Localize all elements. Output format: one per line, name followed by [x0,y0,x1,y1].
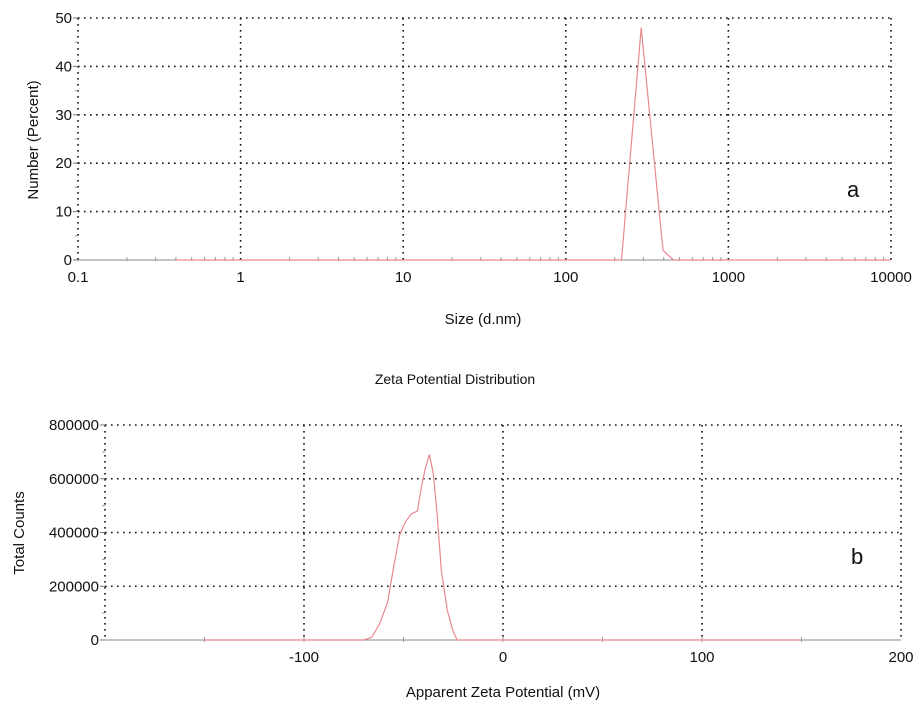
panel-a-xtick-label: 10000 [870,269,912,286]
panel-b-ytick-label: 0 [91,632,99,649]
panel-b-ytick-label: 600000 [49,471,99,488]
panel-b-tick-labels: 0 200000 400000 600000 800000 -100 0 100 200 [49,417,914,666]
panel-b-axis-ticks [100,424,802,642]
panel-b-series-line [204,454,802,641]
panel-a-grid [77,17,892,261]
panel-a-ytick-label: 20 [55,155,72,172]
panel-b-ytick-label: 800000 [49,417,99,434]
panel-b-xtick-label: -100 [289,649,319,666]
panel-a-ytick-label: 50 [55,10,72,27]
panel-b-letter: b [851,544,863,569]
panel-a-size-distribution: 0 10 20 30 40 50 0.1 1 10 100 1000 10000 Size (d.nm… [25,10,912,328]
panel-a-letter: a [847,177,860,202]
panel-a-xtick-label: 100 [553,269,578,286]
panel-a-series-line [175,27,891,261]
panel-a-tick-labels: 0 10 20 30 40 50 0.1 1 10 100 1000 10000 [55,10,912,286]
panel-a-x-axis-label: Size (d.nm) [445,311,522,328]
panel-b-ytick-label: 200000 [49,578,99,595]
panel-a-ytick-label: 10 [55,204,72,221]
panel-a-ytick-label: 40 [55,58,72,75]
panel-a-xtick-label: 1000 [712,269,745,286]
panel-b-ytick-label: 400000 [49,525,99,542]
panel-b-xtick-label: 200 [888,649,913,666]
panel-b-xtick-label: 100 [689,649,714,666]
panel-a-axis-ticks [73,17,885,261]
panel-a-y-axis-label: Number (Percent) [25,80,42,199]
panel-b-title: Zeta Potential Distribution [375,371,535,387]
panel-a-ytick-label: 0 [64,252,72,269]
panel-a-series [175,27,891,261]
panel-b-xtick-label: 0 [499,649,507,666]
panel-a-ytick-label: 30 [55,107,72,124]
panel-a-xtick-label: 0.1 [68,269,89,286]
panel-b-series [204,454,802,641]
panel-b-grid [104,424,902,641]
panel-b-x-axis-label: Apparent Zeta Potential (mV) [406,684,600,701]
panel-a-xtick-label: 1 [236,269,244,286]
panel-b-zeta-distribution: Zeta Potential Distribution 0 200000 40000… [11,371,914,701]
panel-b-y-axis-label: Total Counts [11,491,28,574]
panel-a-xtick-label: 10 [395,269,412,286]
